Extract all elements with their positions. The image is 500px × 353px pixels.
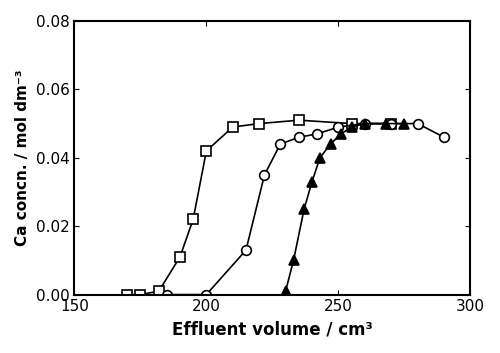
Run Ca15-3 (348, 125, 354, 129)
Run Ca15-2 (262, 173, 268, 177)
Run Ca15-1 (230, 125, 236, 129)
Y-axis label: Ca concn. / mol dm⁻³: Ca concn. / mol dm⁻³ (15, 70, 30, 246)
Run Ca15-2 (243, 248, 249, 252)
Run Ca15-2 (314, 132, 320, 136)
Run Ca15-1 (124, 293, 130, 297)
Run Ca15-1 (388, 121, 394, 126)
Run Ca15-3 (362, 121, 368, 126)
Run Ca15-1 (348, 121, 354, 126)
Run Ca15-3 (328, 142, 334, 146)
Run Ca15-2 (388, 121, 394, 126)
Run Ca15-3 (317, 156, 323, 160)
Line: Run Ca15-1: Run Ca15-1 (122, 115, 396, 299)
Run Ca15-2 (278, 142, 283, 146)
Run Ca15-2 (336, 125, 342, 129)
Run Ca15-2 (164, 293, 170, 297)
Run Ca15-3 (290, 258, 296, 263)
Line: Run Ca15-2: Run Ca15-2 (162, 119, 449, 299)
Run Ca15-1 (204, 149, 210, 153)
Run Ca15-2 (441, 135, 447, 139)
Run Ca15-2 (296, 135, 302, 139)
Run Ca15-1 (190, 217, 196, 221)
Run Ca15-3 (309, 180, 315, 184)
Run Ca15-3 (402, 121, 407, 126)
Run Ca15-2 (414, 121, 420, 126)
Run Ca15-1 (296, 118, 302, 122)
Run Ca15-1 (138, 293, 143, 297)
Run Ca15-2 (362, 121, 368, 126)
Run Ca15-1 (177, 255, 183, 259)
Run Ca15-3 (383, 121, 389, 126)
Line: Run Ca15-3: Run Ca15-3 (280, 119, 409, 296)
X-axis label: Effluent volume / cm³: Effluent volume / cm³ (172, 320, 373, 338)
Run Ca15-1 (156, 289, 162, 293)
Run Ca15-3 (338, 132, 344, 136)
Run Ca15-1 (256, 121, 262, 126)
Run Ca15-3 (282, 289, 288, 293)
Run Ca15-3 (301, 207, 307, 211)
Run Ca15-2 (204, 293, 210, 297)
